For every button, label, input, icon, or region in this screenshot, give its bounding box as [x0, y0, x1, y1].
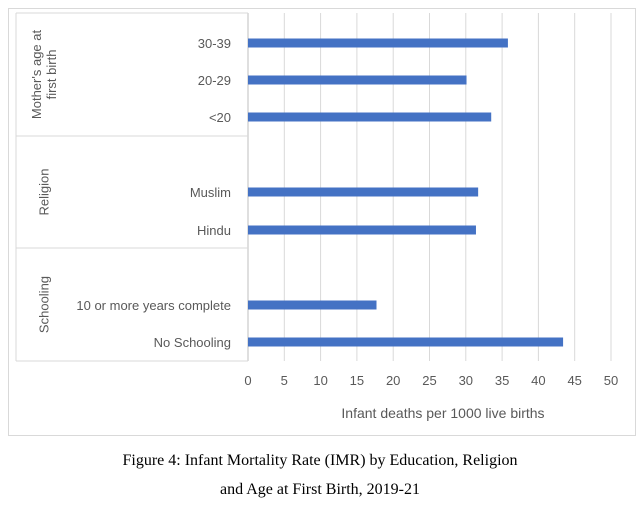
chart-container: 0 5 10 15 20 25 30 35 40 45 50 Infant deaths per 10…	[8, 8, 636, 436]
bar	[248, 225, 476, 235]
group-label: first birth	[44, 50, 59, 100]
x-tick-label: 15	[350, 373, 364, 388]
category-label: <20	[209, 110, 231, 125]
x-tick-label: 35	[495, 373, 509, 388]
x-axis-title: Infant deaths per 1000 live births	[341, 405, 544, 421]
group-label: Schooling	[36, 276, 51, 333]
x-tick-label: 5	[281, 373, 288, 388]
category-label: 30-39	[198, 36, 231, 51]
category-label: 20-29	[198, 73, 231, 88]
bar	[248, 112, 492, 122]
figure-caption-line-2: and Age at First Birth, 2019-21	[220, 481, 420, 498]
group-label: Mother's age at	[29, 30, 44, 120]
x-tick-label: 25	[422, 373, 436, 388]
x-tick-label: 20	[386, 373, 400, 388]
category-label: Hindu	[197, 223, 231, 238]
bar	[248, 187, 479, 197]
category-label: Muslim	[190, 185, 231, 200]
bar	[248, 75, 467, 85]
bar	[248, 337, 564, 347]
x-tick-label: 45	[567, 373, 581, 388]
bar	[248, 38, 508, 48]
bar	[248, 300, 377, 310]
figure-caption-line-1: Figure 4: Infant Mortality Rate (IMR) by…	[122, 452, 518, 469]
category-label: No Schooling	[154, 335, 231, 350]
x-tick-label: 40	[531, 373, 545, 388]
x-tick-label: 30	[459, 373, 473, 388]
bar-chart: 0 5 10 15 20 25 30 35 40 45 50 Infant deaths per 10…	[15, 12, 618, 421]
group-label: Religion	[36, 169, 51, 216]
x-tick-label: 10	[313, 373, 327, 388]
category-label: 10 or more years complete	[76, 298, 231, 313]
x-tick-label: 50	[604, 373, 618, 388]
x-tick-label: 0	[244, 373, 251, 388]
